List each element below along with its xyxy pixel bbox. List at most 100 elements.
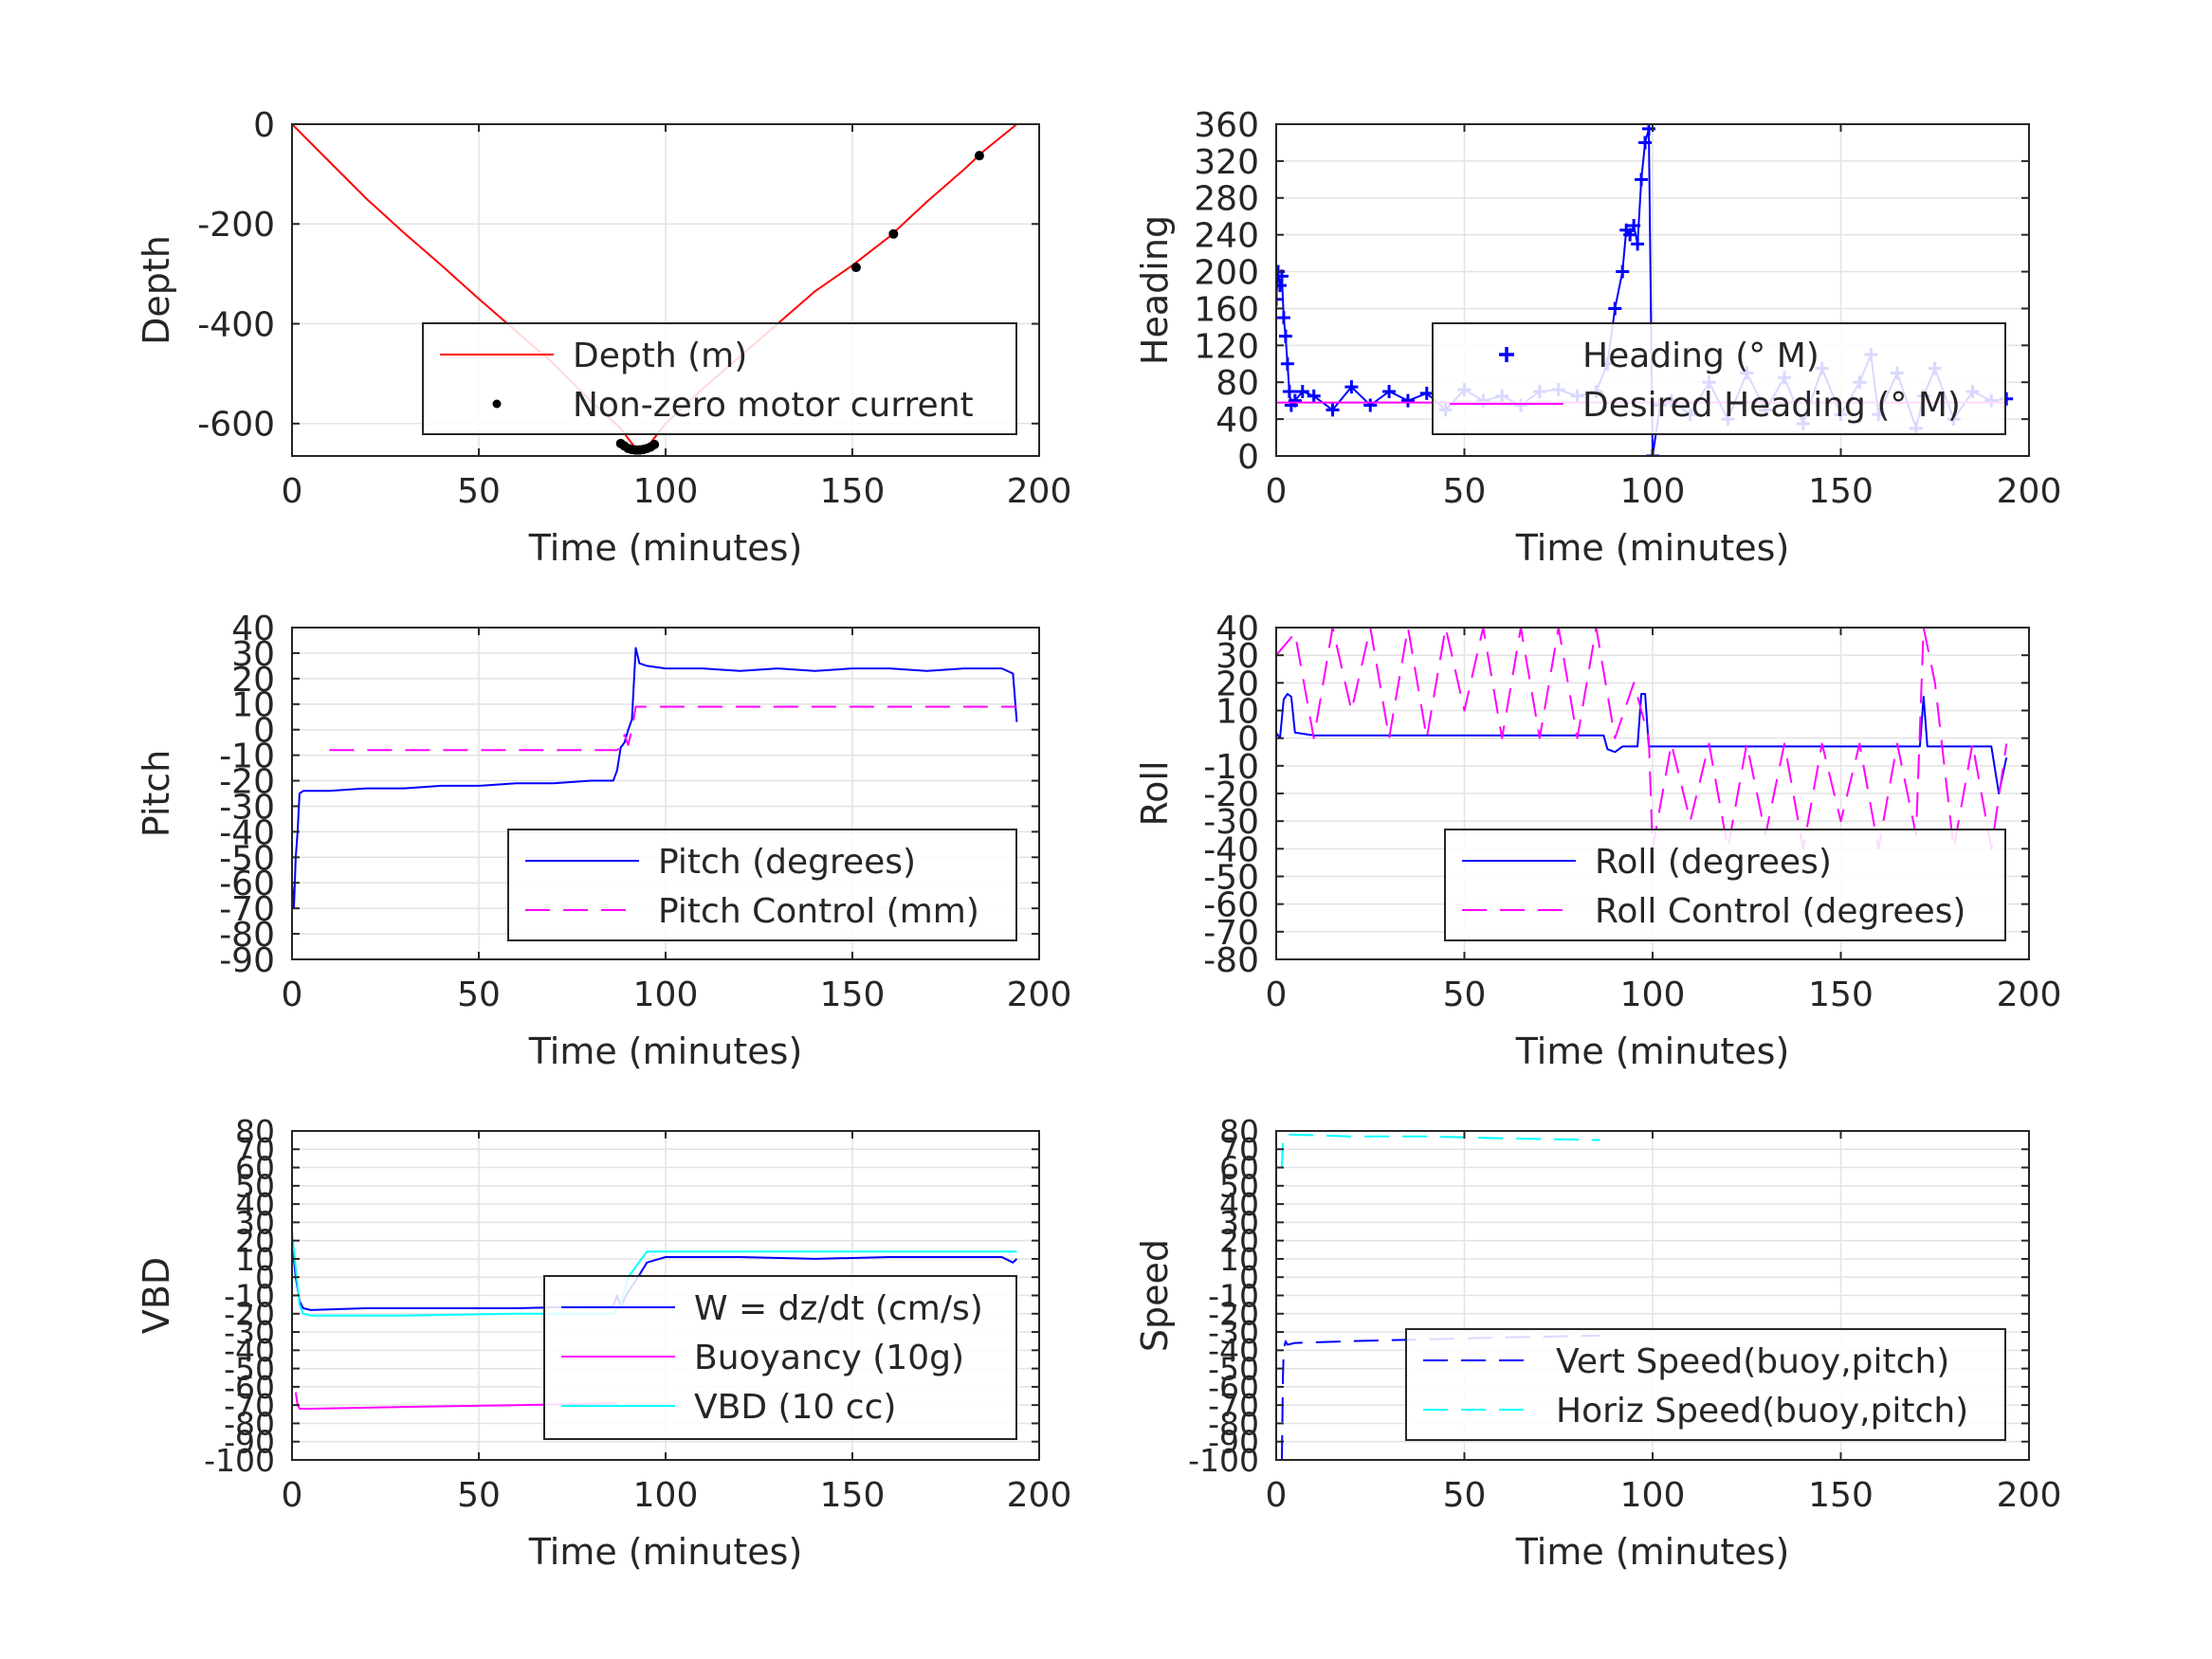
y-tick-label: 160 <box>1194 290 1259 329</box>
legend-label: Roll (degrees) <box>1595 843 1832 882</box>
series-2-point <box>888 228 899 239</box>
series-1-point <box>1288 393 1302 408</box>
y-tick-label: 0 <box>1237 438 1259 477</box>
series-1-point <box>1363 398 1378 412</box>
x-tick-label: 0 <box>282 1476 303 1515</box>
x-tick-label: 150 <box>1808 472 1874 511</box>
legend-label: Non-zero motor current <box>573 386 974 425</box>
legend-box <box>422 322 1017 435</box>
x-tick-label: 100 <box>1620 472 1686 511</box>
x-tick-label: 100 <box>633 472 699 511</box>
y-tick-label: 0 <box>253 106 275 145</box>
x-tick-label: 150 <box>820 472 886 511</box>
series-1-point <box>1638 136 1653 150</box>
y-axis-label: VBD <box>136 1257 177 1334</box>
legend-label: Horiz Speed(buoy,pitch) <box>1556 1392 1968 1431</box>
y-tick-label: -30 <box>1203 803 1259 842</box>
x-tick-label: 0 <box>1266 1476 1288 1515</box>
y-tick-label: 0 <box>1237 720 1259 759</box>
x-tick-label: 0 <box>1266 472 1288 511</box>
y-tick-label: 50 <box>235 1168 275 1205</box>
legend: Heading (° M) Desired Heading (° M) <box>1432 322 2006 435</box>
series-1-line <box>1276 693 2008 794</box>
y-tick-label: -60 <box>1203 886 1259 925</box>
y-axis-label: Depth <box>136 235 177 345</box>
y-tick-label: -200 <box>197 206 275 245</box>
x-tick-label: 100 <box>1620 975 1686 1014</box>
legend-label: Desired Heading (° M) <box>1582 386 1961 425</box>
y-tick-label: 10 <box>235 1241 275 1278</box>
y-tick-label: -40 <box>1208 1332 1259 1369</box>
legend-label: Buoyancy (10g) <box>694 1339 964 1377</box>
y-tick-label: -30 <box>224 1314 275 1351</box>
series-2-line <box>1281 1133 1600 1168</box>
y-tick-label: 30 <box>231 635 275 674</box>
legend-marker <box>492 399 502 409</box>
y-axis-label: Speed <box>1134 1239 1176 1352</box>
y-tick-label: 0 <box>253 712 275 751</box>
y-tick-label: -20 <box>219 762 275 801</box>
chart-panel-4: 0 50 100 150 200403020100-10-20-30-40-50-60-… <box>1134 610 2061 1072</box>
y-tick-label: 40 <box>1219 1186 1259 1223</box>
y-tick-label: 40 <box>235 1186 275 1223</box>
y-tick-label: 80 <box>1219 1113 1259 1150</box>
x-tick-label: 200 <box>1007 975 1072 1014</box>
legend: Depth (m) Non-zero motor current <box>422 322 1017 435</box>
series-2-line <box>329 705 1017 752</box>
legend: W = dz/dt (cm/s) Buoyancy (10g) VBD (10 cc… <box>543 1275 1017 1440</box>
x-tick-label: 50 <box>1443 1476 1487 1515</box>
x-axis-label: Time (minutes) <box>528 1030 803 1072</box>
y-tick-label: -80 <box>219 916 275 955</box>
legend: Vert Speed(buoy,pitch) Horiz Speed(buoy,p… <box>1405 1328 2006 1441</box>
y-axis-label: Roll <box>1134 760 1176 826</box>
series-1-point <box>1278 329 1292 343</box>
y-tick-label: -90 <box>224 1424 275 1461</box>
y-tick-label: -80 <box>1208 1405 1259 1442</box>
chart-panel-6: 0 50 100 150 20080706050403020100-10-20-30-4… <box>1134 1113 2061 1573</box>
series-1-point <box>1627 218 1641 232</box>
y-tick-label: -60 <box>219 865 275 903</box>
y-tick-label: -30 <box>1208 1314 1259 1351</box>
series-group <box>292 124 1018 455</box>
y-tick-label: -100 <box>204 1442 275 1479</box>
x-tick-label: 150 <box>1808 1476 1874 1515</box>
series-2-point <box>649 439 660 449</box>
x-tick-label: 100 <box>633 975 699 1014</box>
series-1-point <box>1400 393 1415 408</box>
x-tick-label: 200 <box>1007 472 1072 511</box>
series-2-point <box>974 151 984 161</box>
y-tick-label: 20 <box>235 1223 275 1260</box>
y-tick-label: 200 <box>1194 254 1259 293</box>
legend-box <box>1432 322 2006 435</box>
y-tick-label: -400 <box>197 305 275 344</box>
legend-label: Pitch Control (mm) <box>658 892 979 931</box>
y-tick-label: -30 <box>219 788 275 827</box>
y-tick-label: 280 <box>1194 180 1259 219</box>
chart-panel-2: 0 50 100 150 20004080120160200240280320360Ti… <box>1134 106 2061 569</box>
y-tick-label: -80 <box>224 1405 275 1442</box>
y-tick-label: -50 <box>1208 1350 1259 1387</box>
x-tick-label: 0 <box>1266 975 1288 1014</box>
x-axis-label: Time (minutes) <box>1515 1030 1790 1072</box>
chart-panel-1: 0 50 100 150 200 0 -200 -400 -600 Time (minutes) D… <box>136 106 1071 569</box>
x-tick-label: 100 <box>633 1476 699 1515</box>
y-tick-label: -60 <box>224 1369 275 1406</box>
legend-label: W = dz/dt (cm/s) <box>694 1289 983 1328</box>
y-axis-label: Pitch <box>136 750 177 838</box>
y-tick-label: -40 <box>224 1332 275 1369</box>
series-group <box>1281 1133 1600 1460</box>
legend-box <box>507 829 1017 941</box>
y-tick-label: -40 <box>219 813 275 852</box>
y-tick-label: -70 <box>1203 914 1259 953</box>
x-tick-label: 0 <box>282 975 303 1014</box>
legend-label: Vert Speed(buoy,pitch) <box>1556 1342 1949 1381</box>
y-tick-label: 10 <box>1216 692 1259 731</box>
x-axis-label: Time (minutes) <box>528 527 803 569</box>
y-tick-label: -70 <box>224 1387 275 1424</box>
series-1-line <box>292 647 1018 910</box>
y-tick-label: 120 <box>1194 327 1259 366</box>
y-tick-label: 0 <box>1239 1259 1259 1296</box>
series-1-point <box>1344 380 1359 394</box>
x-tick-label: 50 <box>457 975 501 1014</box>
